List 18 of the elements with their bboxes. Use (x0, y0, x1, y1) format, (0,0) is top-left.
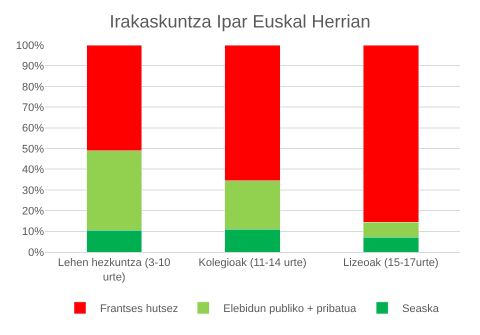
y-tick-label: 30% (22, 184, 44, 197)
y-tick-label: 40% (22, 164, 44, 176)
y-tick-label: 80% (22, 81, 44, 94)
y-tick-label: 20% (22, 205, 44, 218)
legend-label: Elebidun publiko + pribatua (223, 303, 358, 316)
y-tick-label: 100% (16, 40, 44, 52)
chart-title: Irakaskuntza Ipar Euskal Herrian (109, 12, 371, 32)
x-tick-label: Kolegioak (11-14 urte) (198, 257, 307, 270)
y-tick-label: 60% (22, 122, 44, 135)
x-tick-label: Lehen hezkuntza (3-10 urte) (58, 257, 170, 284)
legend-label: Seaska (402, 303, 440, 316)
y-tick-label: 10% (22, 226, 44, 238)
y-tick-label: 90% (22, 60, 44, 73)
x-tick-label: Lizeoak (15-17urte) (343, 257, 439, 270)
y-tick-label: 0% (28, 246, 44, 259)
y-tick-label: 50% (22, 143, 44, 156)
legend-label: Frantses hutsez (100, 303, 178, 316)
y-tick-label: 70% (22, 102, 44, 114)
